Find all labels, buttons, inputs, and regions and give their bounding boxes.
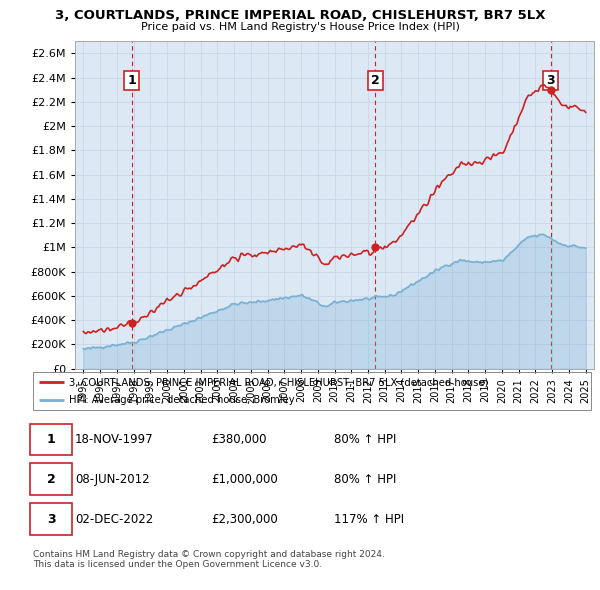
FancyBboxPatch shape (30, 464, 72, 496)
Text: 1: 1 (47, 433, 56, 446)
Text: 18-NOV-1997: 18-NOV-1997 (75, 433, 154, 446)
Text: 2: 2 (47, 473, 56, 486)
FancyBboxPatch shape (30, 503, 72, 535)
Text: £380,000: £380,000 (212, 433, 267, 446)
Text: 2: 2 (371, 74, 380, 87)
Text: 80% ↑ HPI: 80% ↑ HPI (334, 433, 397, 446)
Text: 3: 3 (547, 74, 555, 87)
Text: £2,300,000: £2,300,000 (212, 513, 278, 526)
Text: 3: 3 (47, 513, 55, 526)
Text: Contains HM Land Registry data © Crown copyright and database right 2024.
This d: Contains HM Land Registry data © Crown c… (33, 550, 385, 569)
Text: 1: 1 (127, 74, 136, 87)
Text: £1,000,000: £1,000,000 (212, 473, 278, 486)
Text: 02-DEC-2022: 02-DEC-2022 (75, 513, 153, 526)
Text: HPI: Average price, detached house, Bromley: HPI: Average price, detached house, Brom… (69, 395, 295, 405)
Text: Price paid vs. HM Land Registry's House Price Index (HPI): Price paid vs. HM Land Registry's House … (140, 22, 460, 32)
Text: 3, COURTLANDS, PRINCE IMPERIAL ROAD, CHISLEHURST, BR7 5LX (detached house): 3, COURTLANDS, PRINCE IMPERIAL ROAD, CHI… (69, 377, 488, 387)
Text: 117% ↑ HPI: 117% ↑ HPI (334, 513, 404, 526)
Text: 3, COURTLANDS, PRINCE IMPERIAL ROAD, CHISLEHURST, BR7 5LX: 3, COURTLANDS, PRINCE IMPERIAL ROAD, CHI… (55, 9, 545, 22)
Text: 08-JUN-2012: 08-JUN-2012 (75, 473, 149, 486)
FancyBboxPatch shape (30, 424, 72, 455)
Text: 80% ↑ HPI: 80% ↑ HPI (334, 473, 397, 486)
